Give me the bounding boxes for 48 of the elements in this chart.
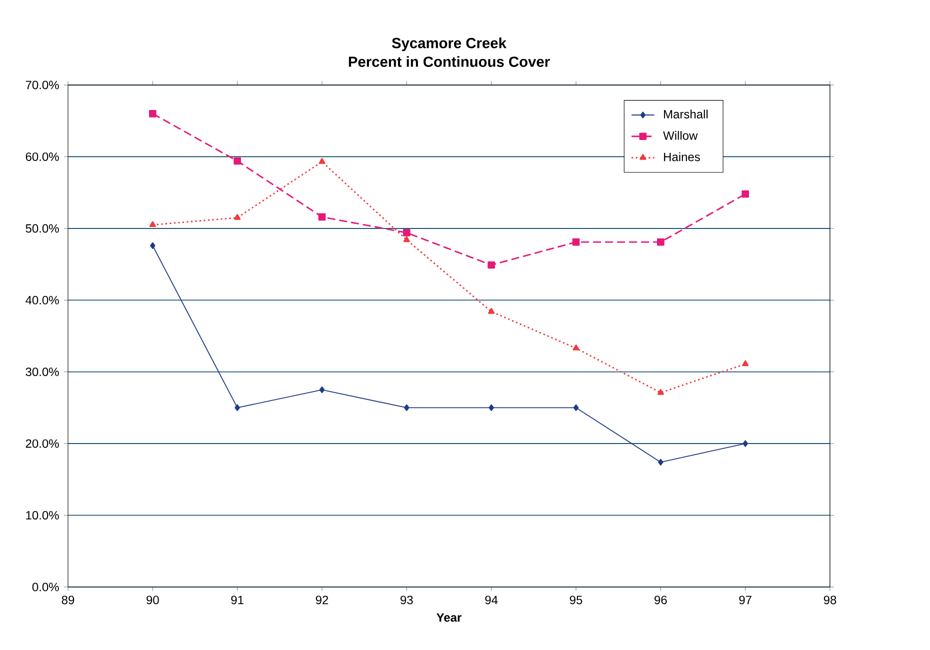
point bbox=[403, 229, 410, 236]
point bbox=[234, 157, 242, 165]
x-tick-label: 96 bbox=[654, 596, 667, 604]
point bbox=[488, 404, 494, 412]
point bbox=[573, 404, 579, 412]
point bbox=[318, 213, 326, 221]
point bbox=[572, 238, 580, 246]
point bbox=[742, 360, 749, 366]
x-axis-title: Year bbox=[436, 613, 462, 622]
legend-label: Willow bbox=[663, 131, 698, 140]
x-tick-label: 94 bbox=[485, 596, 498, 604]
y-tick-label: 0.0% bbox=[32, 582, 59, 592]
point bbox=[234, 404, 240, 412]
point bbox=[488, 308, 495, 314]
x-tick-label: 97 bbox=[739, 596, 752, 604]
point bbox=[403, 236, 410, 242]
y-tick-label: 30.0% bbox=[26, 368, 59, 376]
x-tick-label: 93 bbox=[400, 596, 413, 604]
x-tick-label: 98 bbox=[824, 596, 836, 604]
y-tick-label: 60.0% bbox=[26, 152, 59, 161]
x-tick-label: 91 bbox=[231, 596, 244, 604]
x-tick-label: 92 bbox=[316, 596, 328, 604]
point bbox=[404, 404, 410, 412]
point bbox=[319, 386, 325, 394]
point bbox=[150, 242, 156, 250]
point bbox=[658, 458, 664, 466]
point bbox=[318, 158, 326, 164]
y-tick-label: 40.0% bbox=[26, 296, 59, 304]
point bbox=[234, 214, 241, 220]
point bbox=[657, 238, 664, 246]
legend-label: Marshall bbox=[664, 110, 708, 118]
y-tick-label: 10.0% bbox=[26, 511, 59, 520]
x-tick-label: 95 bbox=[570, 596, 582, 604]
x-tick-label: 89 bbox=[62, 596, 74, 604]
y-tick-label: 70.0% bbox=[26, 80, 59, 90]
y-tick-label: 50.0% bbox=[26, 224, 59, 233]
point bbox=[657, 388, 664, 395]
point bbox=[149, 110, 156, 118]
point bbox=[488, 261, 496, 269]
legend-label: Haines bbox=[664, 152, 700, 162]
y-tick-label: 20.0% bbox=[26, 439, 59, 448]
point bbox=[149, 221, 156, 228]
point bbox=[572, 344, 580, 350]
point bbox=[742, 190, 750, 198]
x-tick-label: 90 bbox=[146, 596, 159, 604]
chart-title: Sycamore Creek bbox=[392, 38, 506, 52]
chart-subtitle: Percent in Continuous Cover bbox=[348, 56, 550, 67]
point bbox=[742, 440, 748, 447]
